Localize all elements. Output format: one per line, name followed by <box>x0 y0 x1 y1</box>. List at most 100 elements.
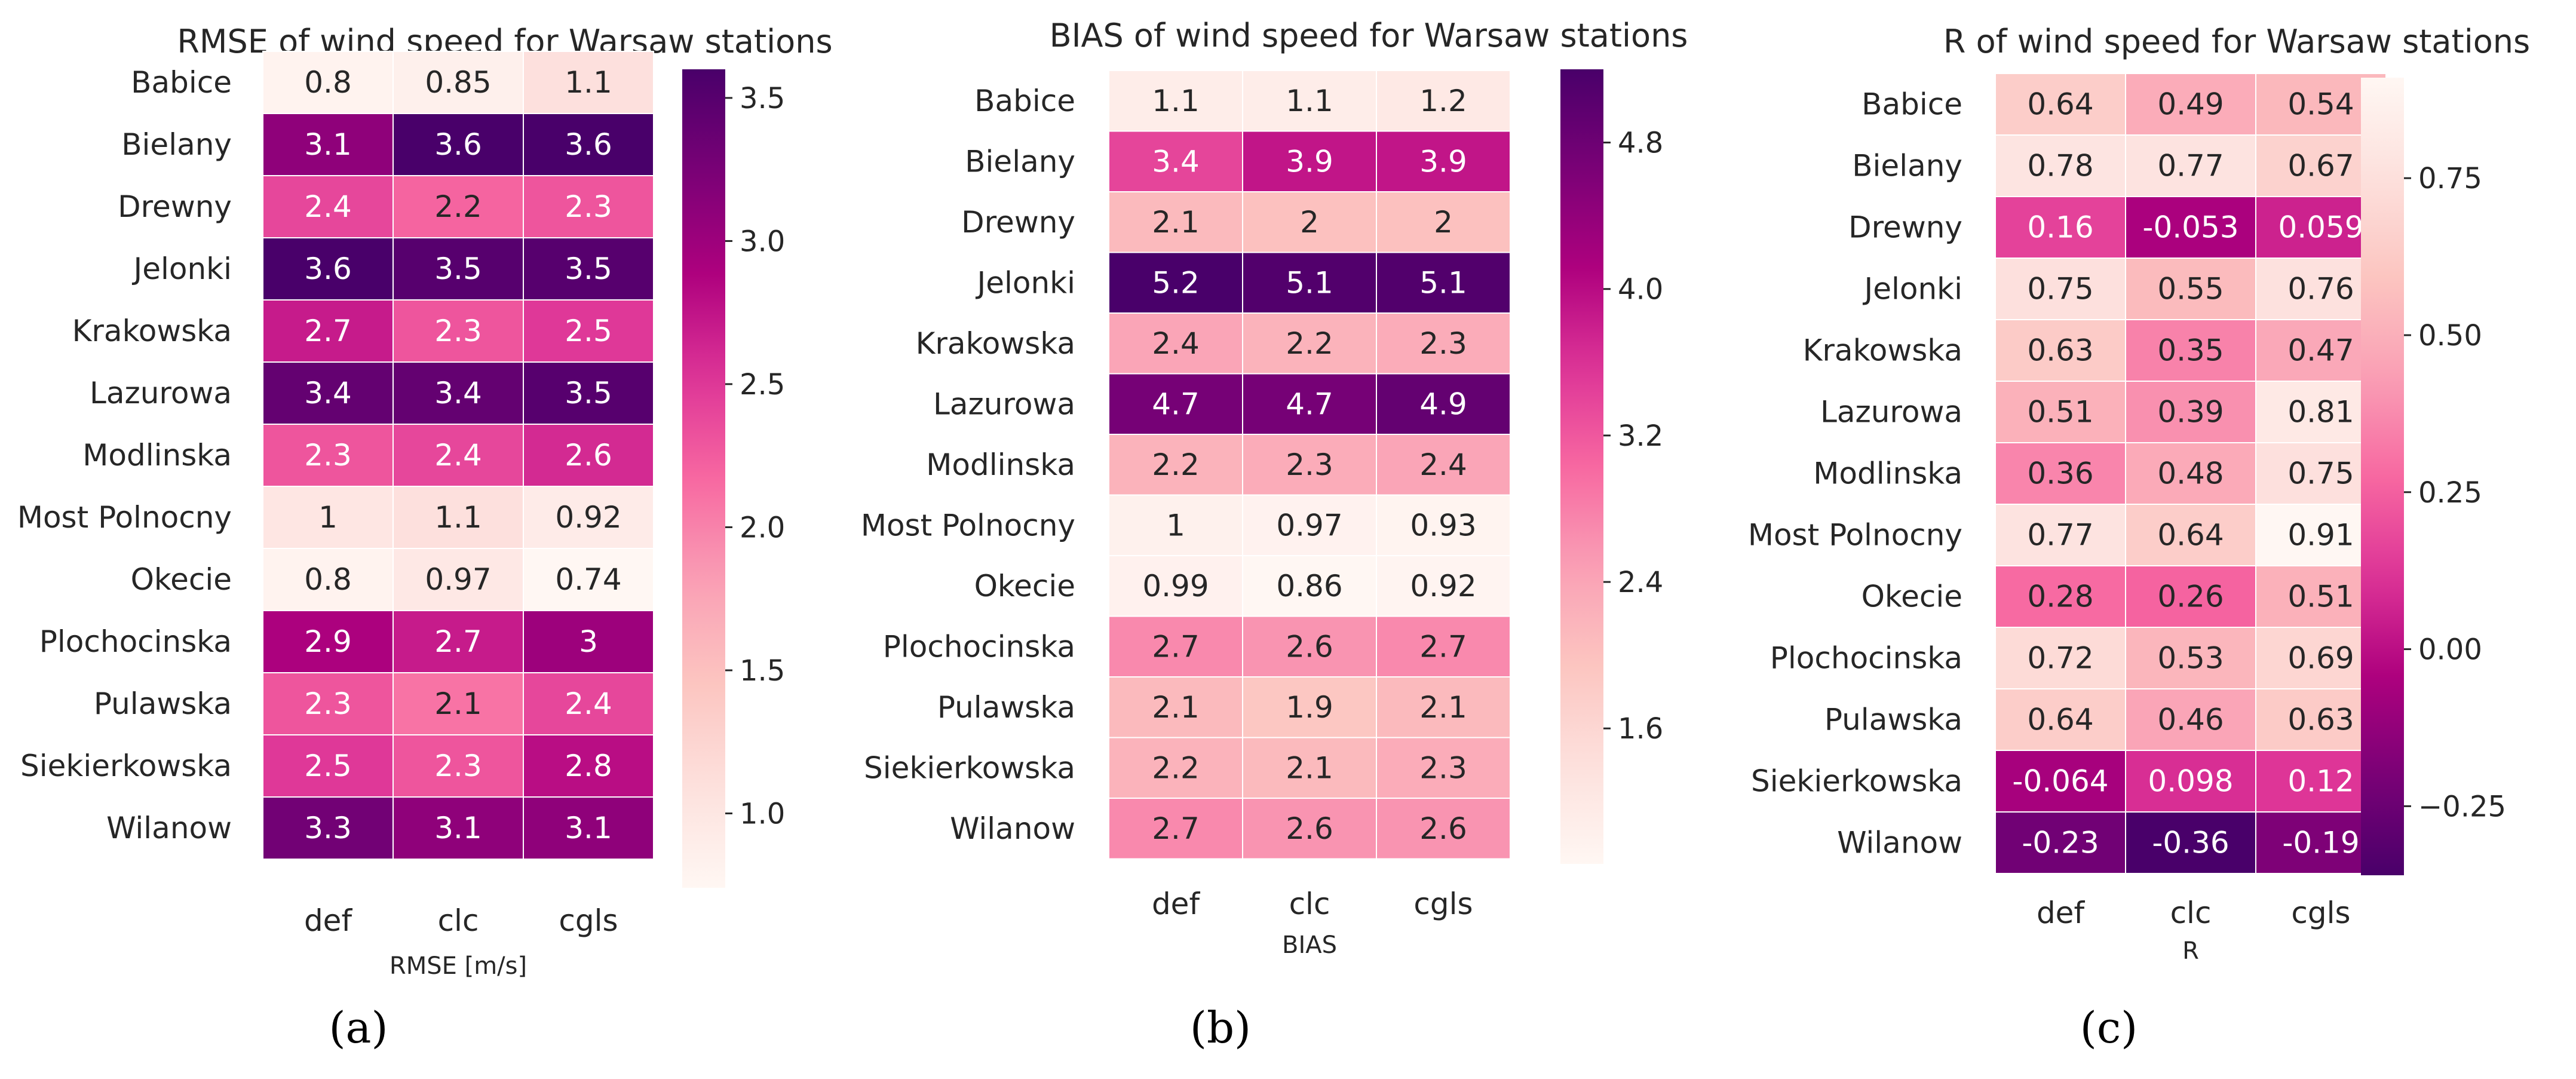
heatmap-cell <box>262 796 394 860</box>
row-tick-label: Okecie <box>1862 580 1962 614</box>
row-tick-label: Babice <box>131 65 232 100</box>
cell-value-label: 0.64 <box>2157 518 2224 553</box>
heatmap-cell <box>2125 73 2256 136</box>
heatmap-cell <box>1995 319 2126 382</box>
heatmap-panel-b: BIAS of wind speed for Warsaw stations 1.… <box>861 17 1688 1053</box>
row-tick-label: Jelonki <box>975 265 1075 300</box>
row-tick-label: Babice <box>1862 87 1962 122</box>
colorbar-tick-label: −0.25 <box>2418 790 2506 823</box>
cell-value-label: 2.7 <box>1152 629 1200 664</box>
heatmap-cell <box>2125 750 2256 813</box>
row-tick-label: Most Polnocny <box>1748 518 1962 553</box>
colorbar-tick-label: 4.0 <box>1618 273 1663 306</box>
cell-value-label: 3.4 <box>304 376 352 410</box>
heatmap-cell <box>1376 615 1511 678</box>
cell-value-label: 4.9 <box>1419 387 1467 421</box>
colorbar-tick-label: 2.5 <box>740 368 785 401</box>
row-tick-label: Bielany <box>1852 149 1962 183</box>
column-tick-label: def <box>304 903 353 938</box>
cell-value-label: 0.36 <box>2027 456 2093 491</box>
cell-value-label: 0.74 <box>555 562 621 597</box>
heatmap-cell <box>1995 381 2126 443</box>
cell-value-label: 0.28 <box>2027 580 2093 614</box>
cell-value-label: 2.7 <box>434 624 482 659</box>
heatmap-cell <box>1108 434 1243 496</box>
heatmap-cell <box>262 672 394 735</box>
heatmap-cell <box>1995 442 2126 505</box>
cell-value-label: 0.92 <box>1410 569 1476 603</box>
cell-value-label: 2.7 <box>1419 629 1467 664</box>
chart-title: R of wind speed for Warsaw stations <box>1943 23 2530 60</box>
cell-value-label: 0.77 <box>2157 149 2224 183</box>
cell-value-label: 2.7 <box>1152 811 1200 846</box>
row-tick-label: Drewny <box>1848 210 1962 245</box>
colorbar-tick-label: 1.0 <box>740 797 785 830</box>
heatmap-cell <box>2125 811 2256 874</box>
heatmap-cell <box>392 796 524 860</box>
cell-value-label: 3.9 <box>1286 144 1333 179</box>
colorbar-tick-label: 4.8 <box>1618 127 1663 160</box>
cell-value-label: 0.97 <box>1276 508 1342 542</box>
heatmap-cell <box>1995 811 2126 874</box>
heatmap-cell <box>2125 196 2256 259</box>
cell-value-label: 0.64 <box>2027 703 2093 737</box>
cell-value-label: 0.12 <box>2287 764 2354 799</box>
heatmap-cell <box>1376 798 1511 860</box>
row-tick-label: Drewny <box>961 205 1075 240</box>
cell-value-label: 2.1 <box>1152 690 1200 725</box>
heatmap-cell <box>262 175 394 238</box>
panel-label: (c) <box>2080 1003 2138 1053</box>
cell-value-label: 0.91 <box>2287 518 2354 553</box>
colorbar-tick-label: 1.5 <box>740 654 785 688</box>
cell-value-label: 2.4 <box>304 189 352 224</box>
row-tick-label: Krakowska <box>916 326 1075 361</box>
heatmap-cell <box>1376 555 1511 617</box>
cell-value-label: 0.72 <box>2027 641 2093 676</box>
cell-value-label: 0.97 <box>425 562 491 597</box>
row-tick-label: Siekierkowska <box>20 749 232 783</box>
cell-value-label: 2.1 <box>434 686 482 721</box>
cell-value-label: 0.8 <box>304 65 352 100</box>
cell-value-label: -0.053 <box>2142 210 2238 245</box>
cell-value-label: 0.39 <box>2157 395 2224 430</box>
column-tick-label: cgls <box>559 903 618 938</box>
heatmap-cell <box>1242 676 1377 738</box>
cell-value-label: 2.6 <box>1419 811 1467 846</box>
colorbar-tick-label: 0.00 <box>2418 633 2482 667</box>
cell-value-label: 0.64 <box>2027 87 2093 122</box>
heatmap-cell <box>392 486 524 549</box>
row-tick-label: Wilanow <box>950 811 1075 846</box>
heatmap-cell <box>1376 737 1511 799</box>
heatmap-cell <box>1376 494 1511 556</box>
heatmap-cell <box>1242 798 1377 860</box>
heatmap-cell <box>392 424 524 487</box>
cell-value-label: 2.3 <box>1286 447 1333 482</box>
cell-value-label: 2.3 <box>1419 326 1467 361</box>
cell-value-label: 0.098 <box>2148 764 2233 799</box>
x-axis-label: R <box>2182 937 2199 965</box>
cell-value-label: 0.75 <box>2027 272 2093 306</box>
cell-value-label: 2.1 <box>1152 205 1200 240</box>
heatmap-cell <box>1242 737 1377 799</box>
colorbar-tick-label: 3.5 <box>740 82 785 115</box>
heatmap-cell <box>1242 434 1377 496</box>
row-tick-label: Siekierkowska <box>1751 764 1962 799</box>
heatmap-cell <box>1242 312 1377 375</box>
column-tick-label: clc <box>2170 896 2212 930</box>
heatmap-cell <box>392 51 524 114</box>
heatmap-cell <box>2125 688 2256 751</box>
heatmap-cell <box>1995 565 2126 628</box>
cell-value-label: 2.2 <box>434 189 482 224</box>
heatmap-cell <box>1995 627 2126 689</box>
cell-value-label: -0.19 <box>2282 826 2359 860</box>
cell-value-label: 3.5 <box>565 376 612 410</box>
cell-value-label: 1.2 <box>1419 84 1467 118</box>
cell-value-label: 0.75 <box>2287 456 2354 491</box>
cell-value-label: 2.4 <box>434 438 482 473</box>
cell-value-label: 3.3 <box>304 811 352 845</box>
row-tick-label: Modlinska <box>926 447 1075 482</box>
cell-value-label: 0.16 <box>2027 210 2093 245</box>
cell-value-label: 2.2 <box>1286 326 1333 361</box>
heatmap-cell <box>523 610 654 673</box>
